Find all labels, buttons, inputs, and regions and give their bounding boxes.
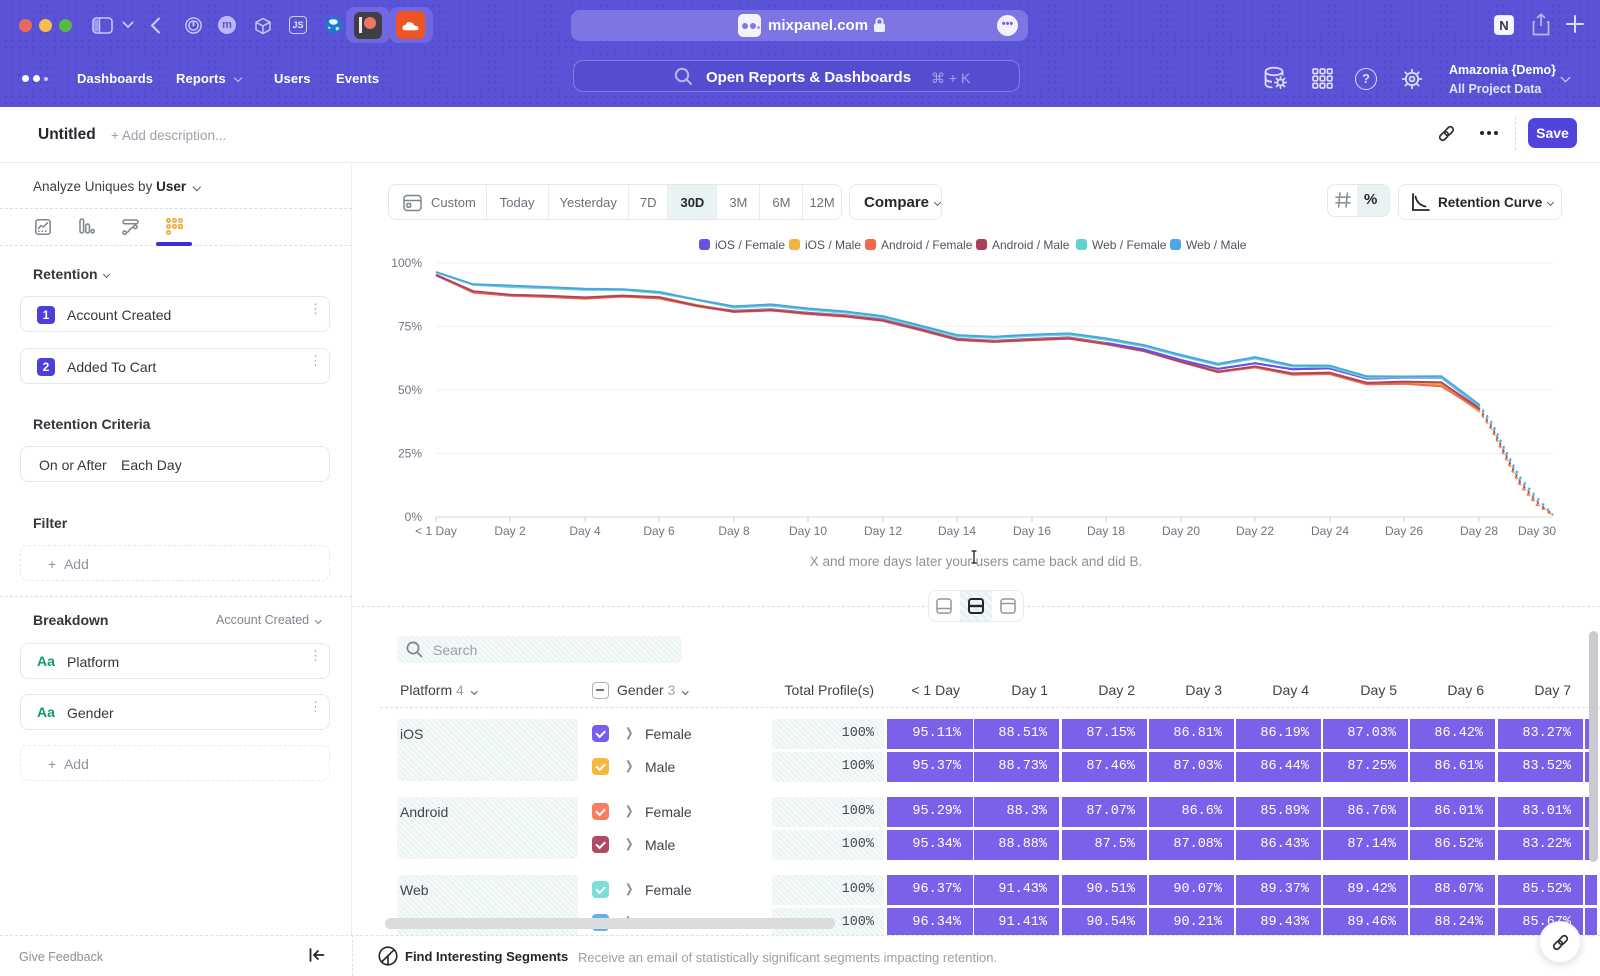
svg-text:iOS / Male: iOS / Male	[805, 238, 861, 252]
svg-text:Day 14: Day 14	[938, 524, 976, 538]
svg-text:< 1 Day: < 1 Day	[415, 524, 457, 538]
svg-text:Android / Male: Android / Male	[992, 238, 1070, 252]
svg-text:Day 10: Day 10	[789, 524, 827, 538]
svg-text:Day 4: Day 4	[569, 524, 601, 538]
svg-text:Day 8: Day 8	[718, 524, 750, 538]
svg-text:Day 18: Day 18	[1087, 524, 1125, 538]
svg-text:50%: 50%	[398, 383, 422, 397]
svg-text:Day 26: Day 26	[1385, 524, 1423, 538]
svg-text:Day 30: Day 30	[1518, 524, 1556, 538]
svg-text:Web / Male: Web / Male	[1186, 238, 1247, 252]
svg-text:Web / Female: Web / Female	[1092, 238, 1167, 252]
svg-text:Day 16: Day 16	[1013, 524, 1051, 538]
svg-text:25%: 25%	[398, 447, 422, 461]
svg-text:100%: 100%	[391, 256, 422, 270]
svg-text:Day 12: Day 12	[864, 524, 902, 538]
svg-text:Day 22: Day 22	[1236, 524, 1274, 538]
svg-text:X and more days later your use: X and more days later your users came ba…	[810, 554, 1142, 569]
svg-text:Day 20: Day 20	[1162, 524, 1200, 538]
svg-text:75%: 75%	[398, 320, 422, 334]
svg-text:Day 2: Day 2	[494, 524, 526, 538]
svg-text:Android / Female: Android / Female	[881, 238, 973, 252]
svg-text:Day 6: Day 6	[643, 524, 675, 538]
svg-text:Day 24: Day 24	[1311, 524, 1349, 538]
svg-text:iOS / Female: iOS / Female	[715, 238, 785, 252]
svg-text:Day 28: Day 28	[1460, 524, 1498, 538]
svg-text:0%: 0%	[405, 510, 423, 524]
